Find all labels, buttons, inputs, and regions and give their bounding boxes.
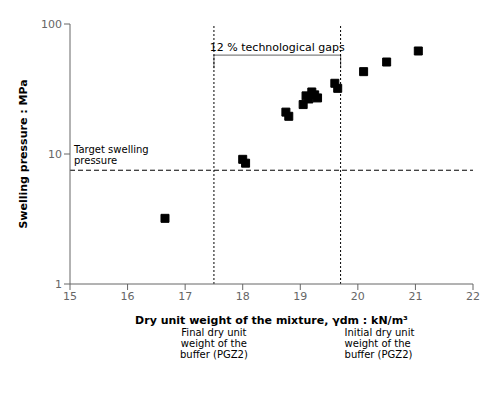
svg-text:16: 16 bbox=[121, 290, 135, 303]
svg-text:Initial dry unitweight of theb: Initial dry unitweight of thebuffer (PGZ… bbox=[345, 327, 415, 360]
svg-text:17: 17 bbox=[178, 290, 192, 303]
svg-text:19: 19 bbox=[293, 290, 307, 303]
svg-text:18: 18 bbox=[236, 290, 250, 303]
svg-text:100: 100 bbox=[41, 18, 62, 31]
svg-text:Target swellingpressure: Target swellingpressure bbox=[73, 144, 149, 166]
svg-text:Final dry unitweight of thebuf: Final dry unitweight of thebuffer (PGZ2) bbox=[180, 327, 248, 360]
svg-text:1: 1 bbox=[55, 278, 62, 291]
svg-text:10: 10 bbox=[48, 148, 62, 161]
svg-text:20: 20 bbox=[351, 290, 365, 303]
svg-text:12 % technological gaps: 12 % technological gaps bbox=[210, 41, 345, 54]
svg-text:15: 15 bbox=[63, 290, 77, 303]
svg-text:Dry unit weight of the mixture: Dry unit weight of the mixture, γdm : kN… bbox=[135, 314, 408, 327]
svg-text:22: 22 bbox=[466, 290, 480, 303]
svg-text:21: 21 bbox=[408, 290, 422, 303]
svg-text:Swelling pressure : MPa: Swelling pressure : MPa bbox=[17, 79, 30, 228]
